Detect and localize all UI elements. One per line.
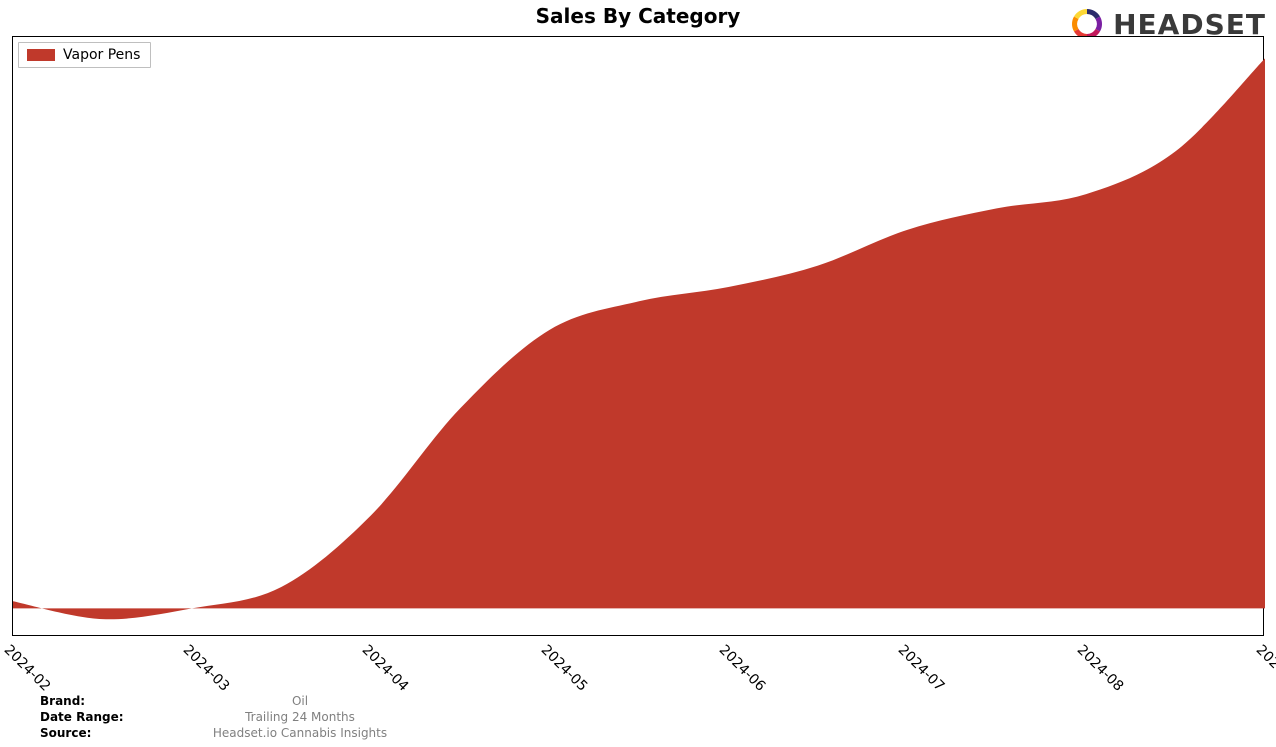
x-tick-label: 2024-04	[358, 642, 411, 695]
footer-value: Trailing 24 Months	[0, 710, 600, 724]
footer-value: Headset.io Cannabis Insights	[0, 726, 600, 740]
x-tick-label: 2024-02	[1, 642, 54, 695]
footer-value: Oil	[0, 694, 600, 708]
x-tick-label: 2024-07	[895, 642, 948, 695]
plot-area	[12, 36, 1264, 636]
x-tick-label: 2024-08	[1074, 642, 1127, 695]
area-series	[13, 58, 1265, 619]
x-tick-label: 2024-05	[537, 642, 590, 695]
chart-legend: Vapor Pens	[18, 42, 151, 68]
legend-label: Vapor Pens	[63, 47, 140, 63]
x-tick-label: 2024-09	[1253, 642, 1276, 695]
x-tick-label: 2024-03	[180, 642, 233, 695]
x-tick-label: 2024-06	[716, 642, 769, 695]
legend-swatch	[27, 49, 55, 61]
chart-container: Sales By Category HEADSET Vapor Pens 202…	[0, 0, 1276, 747]
area-chart-svg	[13, 37, 1265, 637]
